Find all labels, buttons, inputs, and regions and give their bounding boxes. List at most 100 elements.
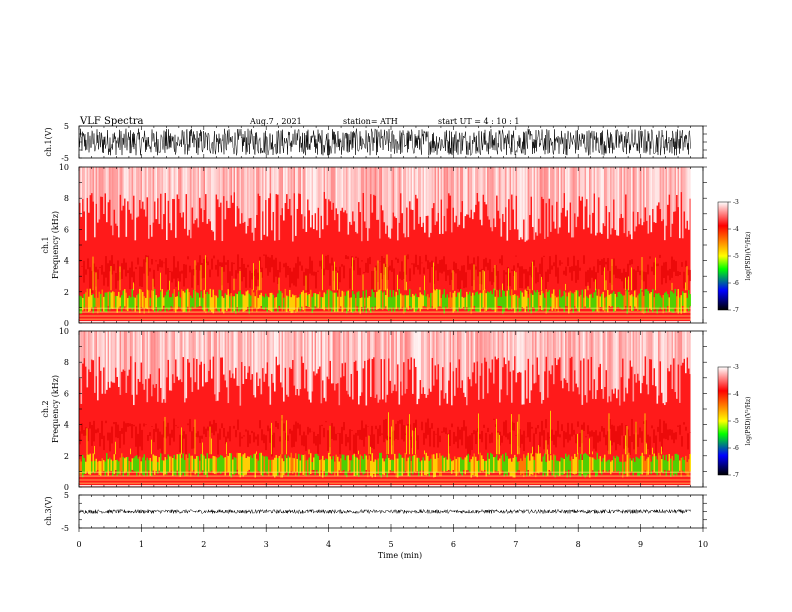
spectrogram-column xyxy=(135,426,137,447)
spectrogram-column xyxy=(401,261,403,281)
spectrogram-column xyxy=(482,270,484,291)
spectrogram-column xyxy=(683,422,685,425)
spectrogram-column xyxy=(133,271,135,284)
spectrogram-column xyxy=(245,167,248,234)
spectrogram-column xyxy=(644,167,647,208)
spectrogram-column xyxy=(682,291,684,306)
spectrogram-column xyxy=(352,167,354,212)
spectrogram-column xyxy=(401,295,403,307)
spectrogram-column xyxy=(560,167,563,213)
spectrogram-column xyxy=(518,331,521,372)
spectrogram-column xyxy=(508,167,510,200)
colorbar-tick-label: -5 xyxy=(733,418,739,425)
spectrogram-column xyxy=(647,290,649,313)
spectrogram-column xyxy=(79,459,81,476)
spectrogram-column xyxy=(484,289,486,312)
spectrogram-column xyxy=(514,294,516,313)
spectrogram-column xyxy=(161,167,164,230)
spectrogram-column xyxy=(369,256,371,265)
spectrogram-column xyxy=(478,167,480,202)
spectrogram-column xyxy=(382,331,384,400)
spectrogram-column xyxy=(149,432,151,436)
spectrogram-column xyxy=(538,331,540,375)
spectrogram-column xyxy=(166,459,168,475)
spectrogram-column xyxy=(469,167,471,218)
spectrogram-column xyxy=(325,331,327,402)
spectrogram-column xyxy=(301,265,303,271)
spectrogram-column xyxy=(587,425,589,435)
spectrogram-column xyxy=(497,270,499,291)
spectrogram-column xyxy=(173,331,176,383)
spectrogram-column xyxy=(316,453,318,471)
spectrogram-column xyxy=(514,454,516,478)
spectrogram-column xyxy=(302,331,305,363)
spectrogram-column xyxy=(490,290,492,309)
spectrogram-column xyxy=(461,427,463,446)
spectrogram-column xyxy=(373,331,375,358)
spectrogram-column xyxy=(259,331,261,379)
spectrogram-column xyxy=(596,167,599,233)
spectrogram-column xyxy=(651,425,653,429)
spectrogram-column xyxy=(688,331,690,369)
spectrogram-column xyxy=(383,291,385,309)
spectrogram-column xyxy=(111,426,113,444)
spectrogram-column xyxy=(315,271,317,289)
spectrogram-column xyxy=(272,331,275,383)
spectrogram-column xyxy=(121,263,123,279)
spectrogram-column xyxy=(125,331,128,393)
spectrogram-column xyxy=(543,255,545,257)
spectrogram-column xyxy=(604,267,605,291)
spectrogram-column xyxy=(232,296,234,313)
spectrogram-column xyxy=(581,331,584,405)
spectrogram-column xyxy=(346,291,348,314)
spectrogram-column xyxy=(633,269,635,292)
spectrogram-column xyxy=(86,167,89,198)
spectrogram-column xyxy=(275,257,277,277)
spectrogram-column xyxy=(247,290,249,307)
spectrogram-column xyxy=(232,167,234,203)
spectrogram-column xyxy=(245,291,247,310)
time-axis: 0 1 2 3 4 5 6 7 8 9 10 xyxy=(76,528,708,549)
spectrogram-column xyxy=(647,167,650,234)
spectrogram-column xyxy=(211,424,213,433)
spectrogram-column xyxy=(539,453,541,473)
spectrogram-column xyxy=(587,455,589,475)
spectrogram-column xyxy=(529,288,531,310)
spectrogram-column xyxy=(391,260,393,272)
spectrogram-column xyxy=(79,295,81,314)
spectrogram-column xyxy=(88,331,90,370)
spectrogram-column xyxy=(220,167,222,203)
spectrogram-column xyxy=(221,296,223,312)
spectrogram-column xyxy=(634,331,636,375)
spectrogram-column xyxy=(115,421,117,438)
spectrogram-column xyxy=(328,331,330,380)
figure-title: VLF Spectra xyxy=(79,116,144,127)
spectrogram-column xyxy=(274,331,276,392)
spectrogram-column xyxy=(113,167,116,210)
spectrogram-column xyxy=(569,290,571,311)
spectrogram-column xyxy=(650,292,652,311)
spectrogram-column xyxy=(619,425,621,446)
spectrogram-column xyxy=(491,167,494,232)
spectrogram-column xyxy=(436,167,438,222)
spectrogram-column xyxy=(460,331,462,389)
spectrogram-column xyxy=(395,331,398,392)
spectrogram-column xyxy=(544,453,546,474)
spectrogram-column xyxy=(419,256,421,275)
spectrogram-column xyxy=(211,331,213,379)
spectrogram-column xyxy=(475,331,477,384)
spectrogram-column xyxy=(416,457,418,472)
spectrogram-column xyxy=(163,297,165,306)
spectrogram-column xyxy=(167,331,170,360)
spectrogram-column xyxy=(628,276,629,291)
spectrogram-column xyxy=(665,423,667,440)
spectrogram-column xyxy=(266,167,269,237)
spectrogram-column xyxy=(113,422,115,425)
spectrogram-column xyxy=(139,167,141,201)
spectrogram-column xyxy=(221,331,224,358)
spectrogram-column xyxy=(652,447,653,455)
spectrogram-column xyxy=(620,293,622,310)
spectrogram-column xyxy=(281,293,283,312)
colorbar-gradient xyxy=(717,366,729,476)
spectrogram-column xyxy=(638,293,640,310)
